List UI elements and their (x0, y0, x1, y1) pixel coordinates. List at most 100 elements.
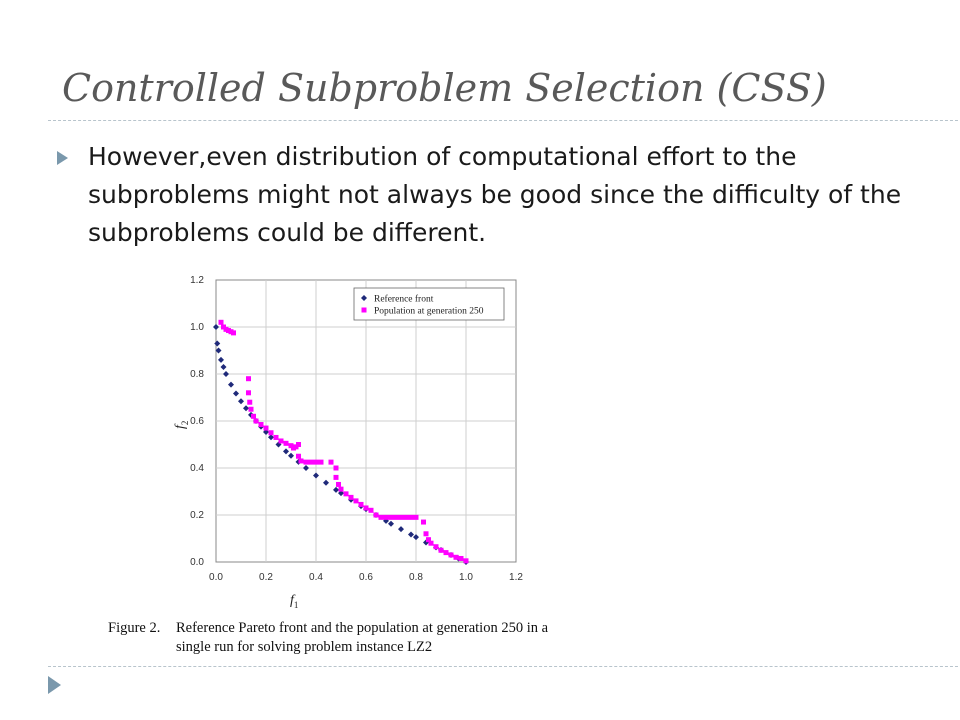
population-point (313, 459, 319, 465)
population-point (398, 514, 404, 520)
population-point (448, 552, 454, 558)
reference-point (228, 381, 234, 388)
reference-point (303, 465, 309, 471)
reference-point (398, 526, 404, 533)
population-point (428, 540, 434, 546)
population-point (283, 440, 289, 446)
population-point (218, 319, 224, 325)
reference-point (214, 340, 221, 347)
reference-point (388, 520, 394, 527)
y-axis-label: f2 (173, 421, 190, 429)
reference-point (263, 429, 269, 436)
title-divider (48, 120, 960, 121)
population-point (413, 514, 419, 520)
population-point (453, 554, 459, 560)
population-point (358, 501, 364, 507)
reference-point (333, 486, 339, 493)
y-tick-label: 0.8 (190, 369, 204, 380)
population-point (458, 555, 464, 561)
reference-point (238, 398, 244, 405)
reference-point (233, 390, 239, 397)
population-point (296, 442, 301, 447)
population-point (296, 453, 301, 459)
population-point (251, 413, 256, 419)
population-point (258, 422, 264, 428)
x-tick-label: 1.2 (509, 572, 523, 583)
reference-point (218, 356, 224, 363)
population-point (378, 514, 384, 520)
x-tick-label: 0.4 (309, 572, 323, 583)
population-point (433, 544, 439, 550)
population-point (443, 550, 449, 556)
population-point (438, 547, 444, 553)
population-point (333, 474, 339, 480)
slide-title: Controlled Subproblem Selection (CSS) (62, 66, 827, 110)
figure-caption-line1: Reference Pareto front and the populatio… (176, 620, 549, 636)
bullet-arrow-icon (57, 151, 68, 165)
legend-box (353, 287, 505, 321)
x-tick-label: 1.0 (459, 572, 473, 583)
population-point (336, 481, 341, 487)
y-tick-label: 1.0 (190, 322, 204, 333)
reference-point (283, 448, 289, 455)
y-tick-label: 0.0 (190, 557, 204, 568)
population-point (383, 514, 389, 520)
bullet-text: However,even distribution of computation… (88, 142, 902, 247)
legend-label: Population at generation 250 (374, 307, 484, 317)
population-point (246, 376, 251, 382)
population-point (426, 537, 431, 543)
figure-caption-line2: single run for solving problem instance … (176, 639, 433, 655)
population-point (268, 430, 274, 436)
population-point (408, 514, 414, 520)
reference-point (313, 472, 319, 479)
population-point (248, 406, 254, 412)
y-tick-label: 0.2 (190, 510, 204, 521)
population-point (348, 494, 354, 500)
population-point (338, 486, 344, 492)
population-point (278, 438, 284, 444)
population-point (388, 514, 394, 520)
population-point (231, 330, 236, 336)
population-point (308, 459, 314, 465)
figure-caption-label: Figure 2. (108, 620, 161, 636)
population-point (247, 399, 253, 405)
population-point (328, 459, 334, 465)
legend-label: Reference front (374, 294, 434, 305)
population-point (318, 459, 324, 465)
reference-point (220, 363, 227, 370)
reference-point (268, 434, 274, 441)
x-tick-label: 0.0 (209, 572, 223, 583)
population-point (298, 458, 304, 464)
reference-point (323, 479, 329, 486)
reference-point (413, 534, 419, 541)
population-point (303, 459, 309, 465)
figure-caption: Figure 2. Reference Pareto front and the … (108, 619, 548, 657)
population-point (393, 514, 399, 520)
x-tick-label: 0.2 (259, 572, 273, 583)
population-point (363, 505, 369, 511)
footer-arrow-icon (48, 676, 61, 694)
population-point (333, 465, 339, 471)
population-point (353, 498, 359, 504)
legend-marker-reference (361, 295, 367, 301)
y-tick-label: 1.2 (190, 275, 204, 286)
x-tick-label: 0.8 (409, 572, 423, 583)
population-point (253, 418, 259, 424)
population-point (263, 425, 269, 431)
population-point (273, 434, 279, 440)
y-tick-label: 0.4 (190, 463, 204, 474)
population-point (368, 507, 374, 513)
pareto-front-chart: 0.0 0.2 0.4 0.6 0.8 1.0 1.2 0.0 0.2 0.4 0.6 0.8 1.0 1… (173, 275, 523, 610)
population-point (421, 519, 426, 525)
population-point (403, 514, 409, 520)
legend-marker-population (361, 307, 367, 313)
reference-point (288, 452, 294, 459)
reference-point (223, 371, 229, 377)
x-tick-label: 0.6 (359, 572, 373, 583)
reference-point (408, 531, 414, 538)
population-point (246, 390, 251, 396)
reference-point (243, 405, 249, 412)
population-point (463, 558, 469, 564)
reference-point (213, 324, 219, 330)
population-point (373, 512, 379, 518)
